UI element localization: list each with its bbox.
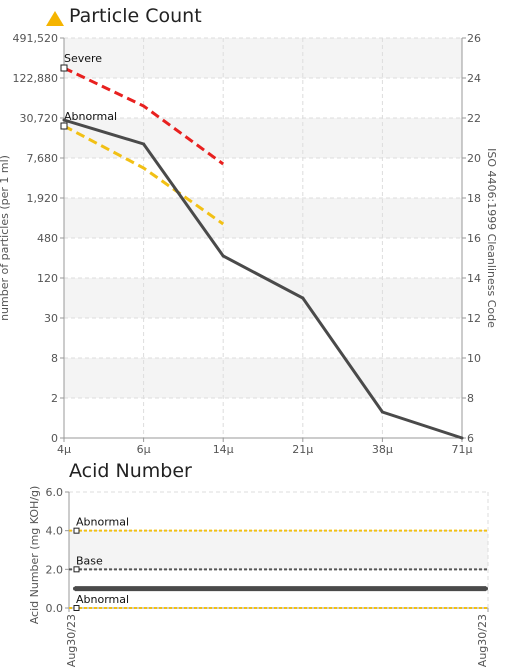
y-tick-label: 491,520 [13,32,59,45]
grid-band [64,278,462,318]
y-tick-label: 0.0 [46,602,64,615]
grid-band [64,358,462,398]
y-tick-label: 6.0 [46,486,64,499]
y-tick-label: 7,680 [27,152,59,165]
abnormal-limit-label: Abnormal [76,516,129,529]
x-tick-label: 21μ [292,443,313,456]
y2-tick-label: 26 [467,32,481,45]
severe-limit-label: Severe [64,52,102,65]
x-tick-label: 14μ [213,443,234,456]
particle-series-line [63,118,463,440]
y-tick-label: 4.0 [46,525,64,538]
y-tick-label: 2 [51,392,58,405]
particle-series-point [380,410,384,414]
abnormal-limit-label: Abnormal [76,593,129,606]
particle-series-point [301,296,305,300]
abnormal-limit-marker [73,605,80,611]
grid-band [64,118,462,158]
warning-triangle-icon [46,11,64,26]
y-axis-title: Acid Number (mg KOH/g) [28,486,41,625]
particle-series-point [460,436,464,440]
y2-tick-label: 8 [467,392,474,405]
y-tick-label: 1,920 [27,192,59,205]
grid-band [69,530,488,570]
acid-number-series-point [484,586,488,591]
particle-count-title: Particle Count [69,5,202,27]
abnormal-limit-line [63,124,225,226]
particle-count-chart: 491,520122,88030,7207,6801,9204801203082… [0,32,498,456]
x-tick-label: 71μ [452,443,473,456]
acid-number-series-point [73,586,77,591]
y2-tick-label: 12 [467,312,481,325]
x-tick-label: Aug30/23 [476,614,489,667]
particle-series-point [221,254,225,258]
y-tick-label: 0 [51,432,58,445]
y2-tick-label: 24 [467,72,481,85]
y2-tick-label: 20 [467,152,481,165]
y2-tick-label: 22 [467,112,481,125]
x-tick-label: 38μ [372,443,393,456]
y-tick-label: 480 [37,232,58,245]
grid-band [64,198,462,238]
y2-tick-label: 14 [467,272,481,285]
abnormal-limit-marker [60,122,68,130]
acid-number-title: Acid Number [69,460,192,482]
y2-tick-label: 6 [467,432,474,445]
severe-limit-marker [60,64,68,72]
abnormal-limit-marker [73,527,80,534]
y-tick-label: 30,720 [20,112,59,125]
y-tick-label: 30 [44,312,58,325]
y-tick-label: 122,880 [13,72,59,85]
x-tick-label: 6μ [137,443,151,456]
y2-tick-label: 10 [467,352,481,365]
y2-tick-label: 16 [467,232,481,245]
base-limit-label: Base [76,554,103,567]
particle-series-point [142,142,146,146]
x-tick-label: 4μ [57,443,71,456]
x-tick-label: Aug30/23 [65,614,78,667]
particle-series-point [62,118,66,122]
grid-band [64,38,462,78]
y-tick-label: 120 [37,272,58,285]
y-axis-title: number of particles (per 1 ml) [0,155,11,321]
y2-tick-label: 18 [467,192,481,205]
base-limit-marker [73,566,80,573]
y-tick-label: 8 [51,352,58,365]
severe-limit-line [63,66,225,166]
y2-axis-title: ISO 4406:1999 Cleanliness Code [485,148,498,328]
abnormal-limit-label: Abnormal [64,110,117,123]
y-tick-label: 2.0 [46,563,64,576]
